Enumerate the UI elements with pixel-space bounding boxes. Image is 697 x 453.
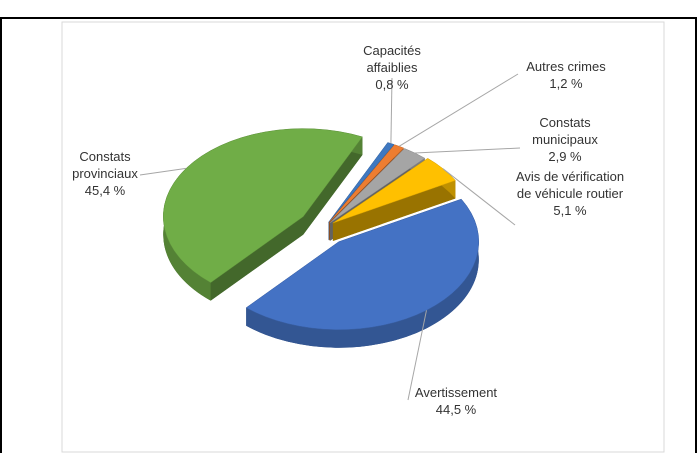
leader-line (442, 168, 516, 226)
data-label: Autres crimes 1,2 % (510, 58, 622, 92)
value-label: 5,1 % (553, 203, 587, 218)
category-label: Avertissement (414, 385, 498, 400)
category-label: Capacités affaiblies (363, 43, 421, 75)
frame (0, 17, 697, 453)
data-label: Constats provinciaux 45,4 % (55, 148, 155, 199)
leaders (139, 73, 521, 401)
category-label: Autres crimes (526, 59, 606, 74)
data-label: Constats municipaux 2,9 % (515, 114, 615, 165)
slice (163, 128, 363, 283)
data-label: Avertissement 44,5 % (400, 384, 512, 418)
slice (332, 158, 456, 224)
value-label: 45,4 % (84, 183, 126, 198)
value-label: 2,9 % (548, 149, 582, 164)
leader-line (414, 147, 521, 154)
leader-line (390, 77, 393, 144)
pie-tops (163, 128, 480, 330)
slice-side (246, 199, 479, 348)
value-label: 0,8 % (375, 77, 409, 92)
leader-line (139, 167, 187, 176)
data-label: Avis de vérification de véhicule routier… (515, 168, 625, 219)
value-label: 1,2 % (549, 76, 583, 91)
data-label: Capacités affaiblies 0,8 % (347, 42, 437, 93)
slice-wall (332, 158, 456, 242)
leader-line (407, 310, 427, 401)
category-label: Avis de vérification de véhicule routier (515, 169, 625, 201)
slice-wall (210, 136, 363, 301)
leader-line (398, 73, 519, 147)
value-label: 44,5 % (435, 402, 477, 417)
plot-frame (61, 21, 665, 453)
slice (329, 148, 426, 224)
category-label: Constats provinciaux (72, 149, 138, 181)
category-label: Constats municipaux (532, 115, 598, 147)
